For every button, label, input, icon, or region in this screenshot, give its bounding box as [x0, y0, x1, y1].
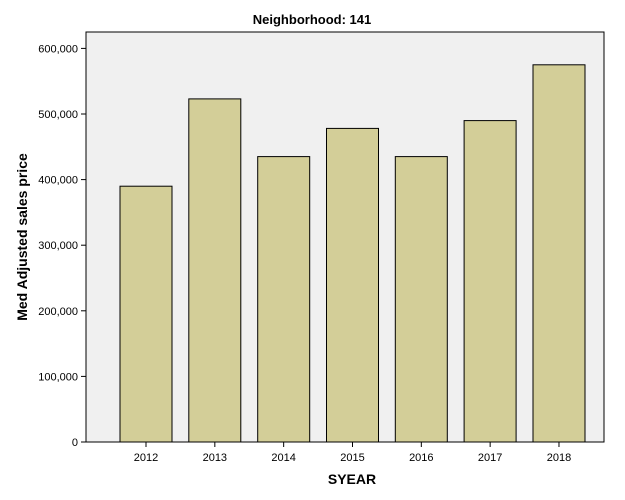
x-tick-label: 2018: [547, 452, 571, 464]
x-tick-label: 2016: [409, 452, 433, 464]
y-tick-label: 0: [72, 437, 78, 449]
x-axis-title: SYEAR: [328, 471, 376, 487]
bar-2018: [532, 64, 586, 443]
bar-2014: [257, 156, 311, 443]
y-tick-label: 300,000: [38, 240, 78, 252]
bar-2012: [119, 185, 173, 443]
bar-2015: [326, 127, 379, 443]
y-tick-label: 600,000: [38, 43, 78, 55]
x-tick-label: 2015: [340, 452, 364, 464]
x-tick-label: 2013: [203, 452, 227, 464]
bar-2016: [394, 156, 448, 443]
x-tick-label: 2017: [478, 452, 502, 464]
y-axis: 0 100,000 200,000 300,000 400,000 500,000 600,…: [38, 43, 86, 449]
y-tick-label: 400,000: [38, 175, 78, 187]
bar-2017: [463, 120, 517, 443]
bar-2013: [188, 98, 242, 443]
y-tick-label: 200,000: [38, 306, 78, 318]
y-tick-label: 100,000: [38, 371, 78, 383]
x-tick-label: 2014: [271, 452, 295, 464]
chart-title: Neighborhood: 141: [253, 12, 371, 27]
y-axis-title: Med Adjusted sales price: [14, 153, 30, 321]
x-axis: 2012 2013 2014 2015 2016 2017 2018: [134, 442, 571, 464]
y-tick-label: 500,000: [38, 109, 78, 121]
x-tick-label: 2012: [134, 452, 158, 464]
bars-layer: [119, 64, 586, 443]
